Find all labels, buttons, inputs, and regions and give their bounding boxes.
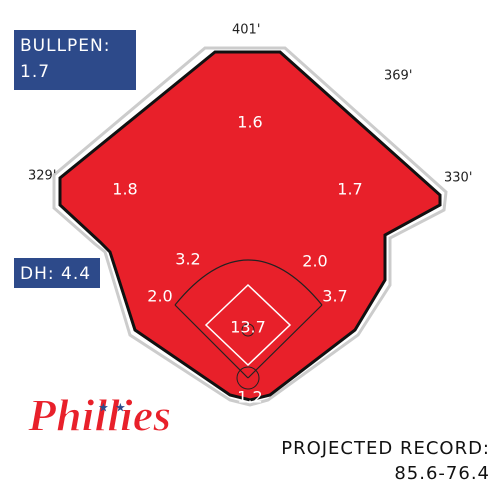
third-base-value: 2.0	[147, 287, 172, 306]
field	[58, 50, 442, 402]
diamond	[204, 283, 292, 367]
cf-value: 1.6	[237, 113, 262, 132]
bullpen-box	[14, 30, 136, 90]
team-logo: Phillies	[27, 390, 171, 441]
record-label: PROJECTED RECORD:	[281, 438, 490, 459]
record-value: 85.6-76.4	[394, 463, 490, 484]
field-outline-shadow	[52, 46, 448, 407]
mound	[241, 323, 255, 337]
first-base-value: 3.7	[322, 287, 347, 306]
sp-value: 13.7	[230, 318, 266, 337]
right-field-distance: 330'	[444, 171, 472, 186]
lf-value: 1.8	[112, 180, 137, 199]
foul-line	[174, 304, 249, 379]
logo-star: ★	[98, 401, 109, 415]
second-base-value: 2.0	[302, 252, 327, 271]
bullpen-label: BULLPEN:	[20, 36, 111, 56]
dh-box	[14, 258, 100, 288]
bullpen-value: 1.7	[20, 62, 50, 82]
infield-arc	[174, 259, 323, 306]
c-value: 1.2	[237, 388, 262, 407]
ss-value: 3.2	[175, 250, 200, 269]
dh-label: DH: 4.4	[20, 264, 91, 284]
logo-star: ★	[115, 401, 126, 415]
home-circle	[236, 366, 260, 390]
foul-line	[247, 304, 323, 379]
right-center-distance: 369'	[384, 69, 412, 84]
rf-value: 1.7	[337, 180, 362, 199]
center-field-distance: 401'	[232, 23, 260, 38]
left-field-distance: 329'	[28, 169, 56, 184]
